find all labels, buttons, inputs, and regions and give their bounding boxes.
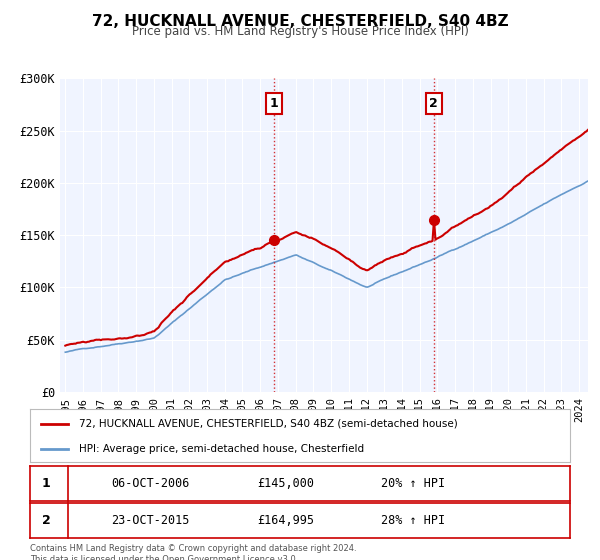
Text: 23-OCT-2015: 23-OCT-2015: [111, 514, 190, 527]
Text: 2: 2: [430, 97, 438, 110]
Text: 2: 2: [42, 514, 50, 527]
Text: 20% ↑ HPI: 20% ↑ HPI: [381, 477, 445, 491]
Text: HPI: Average price, semi-detached house, Chesterfield: HPI: Average price, semi-detached house,…: [79, 444, 364, 454]
Text: Contains HM Land Registry data © Crown copyright and database right 2024.
This d: Contains HM Land Registry data © Crown c…: [30, 544, 356, 560]
Text: 28% ↑ HPI: 28% ↑ HPI: [381, 514, 445, 527]
Text: 1: 1: [270, 97, 278, 110]
Text: £164,995: £164,995: [257, 514, 314, 527]
Text: Price paid vs. HM Land Registry's House Price Index (HPI): Price paid vs. HM Land Registry's House …: [131, 25, 469, 38]
Text: £145,000: £145,000: [257, 477, 314, 491]
Text: 06-OCT-2006: 06-OCT-2006: [111, 477, 190, 491]
Text: 72, HUCKNALL AVENUE, CHESTERFIELD, S40 4BZ (semi-detached house): 72, HUCKNALL AVENUE, CHESTERFIELD, S40 4…: [79, 419, 457, 429]
Text: 72, HUCKNALL AVENUE, CHESTERFIELD, S40 4BZ: 72, HUCKNALL AVENUE, CHESTERFIELD, S40 4…: [92, 14, 508, 29]
Text: 1: 1: [42, 477, 50, 491]
